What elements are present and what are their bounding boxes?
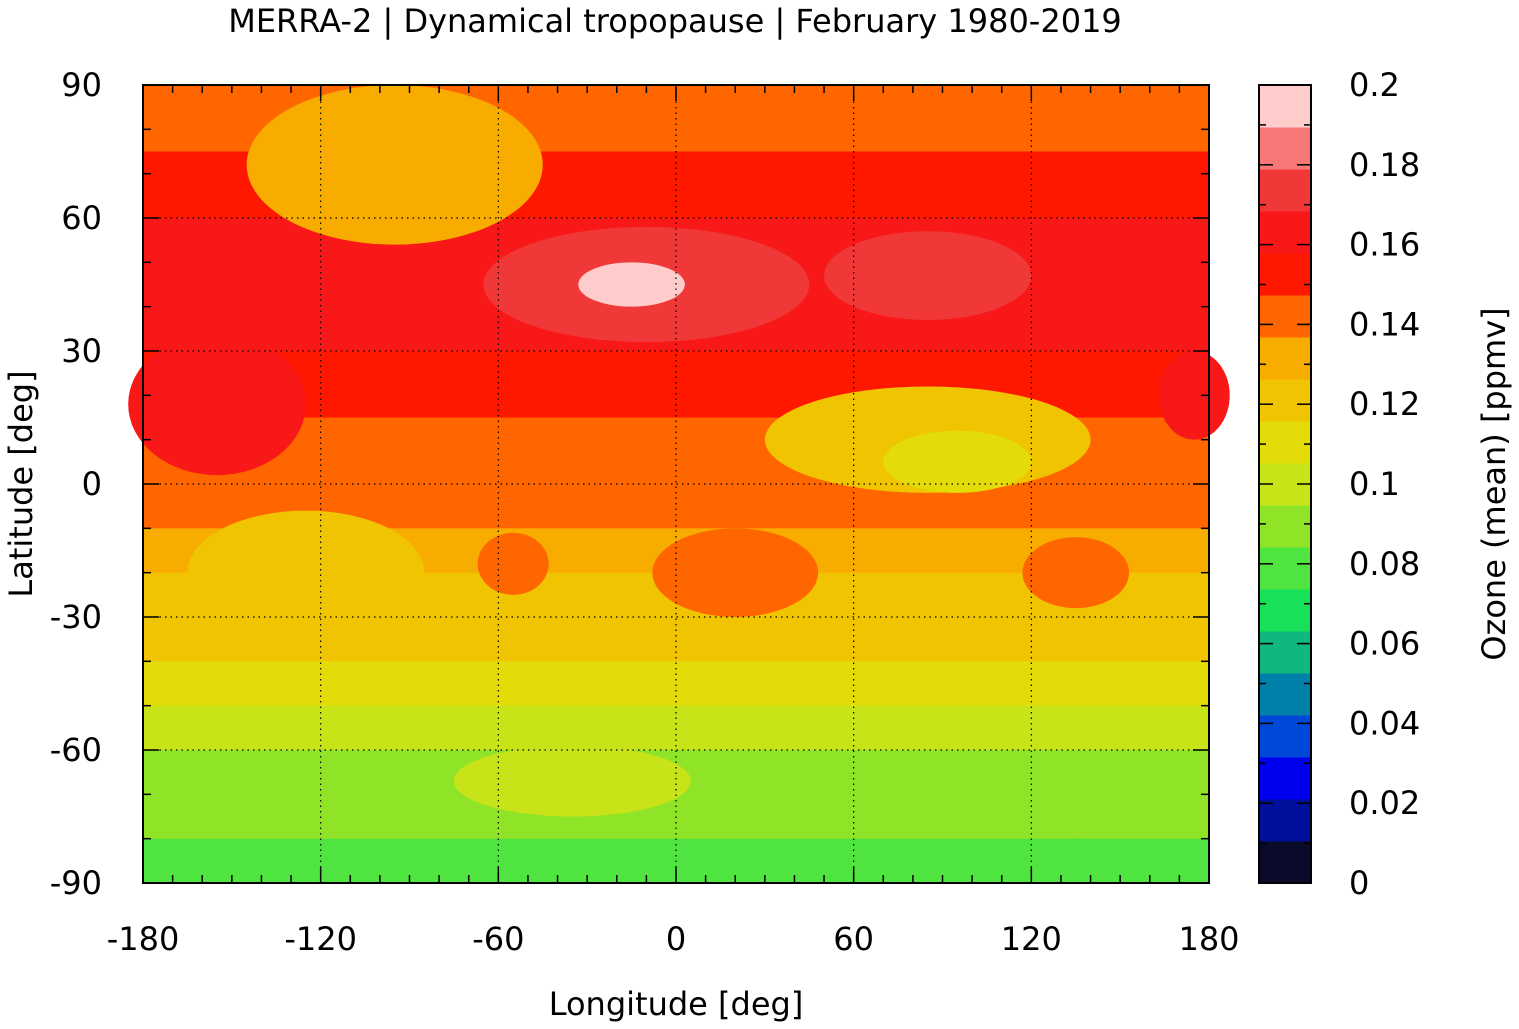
x-tick-labels: -180 -120 -60 0 60 120 180	[107, 920, 1240, 958]
colorbar-segment	[1259, 757, 1311, 800]
ozone-anomaly	[652, 528, 819, 618]
x-tick-label: 120	[1001, 920, 1062, 958]
colorbar-tick-label: 0.04	[1349, 704, 1420, 742]
colorbar-tick-label: 0	[1349, 864, 1369, 902]
colorbar-segment	[1259, 253, 1311, 296]
map-area	[128, 85, 1230, 884]
colorbar-tick-label: 0.02	[1349, 784, 1420, 822]
colorbar-segment	[1259, 337, 1311, 380]
y-tick-label: -60	[50, 731, 102, 769]
y-axis-label: Latitude [deg]	[2, 370, 40, 597]
colorbar	[1259, 84, 1311, 884]
ozone-anomaly	[477, 532, 549, 595]
colorbar-segment	[1259, 505, 1311, 548]
colorbar-segment	[1259, 841, 1311, 884]
y-tick-label: -90	[50, 864, 102, 902]
x-tick-label: 0	[666, 920, 686, 958]
ozone-anomaly	[883, 430, 1032, 493]
colorbar-tick-label: 0.06	[1349, 625, 1420, 663]
ozone-anomaly	[1158, 351, 1230, 440]
axis-ticks	[142, 84, 1210, 884]
ozone-anomaly	[578, 262, 685, 307]
grid-lines	[143, 85, 1209, 883]
y-tick-label: 0	[82, 465, 102, 503]
ozone-anomaly	[187, 510, 425, 635]
colorbar-tick-labels: 0 0.02 0.04 0.06 0.08 0.1 0.12 0.14 0.16 0.18 0.2	[1349, 66, 1420, 902]
colorbar-tick-label: 0.2	[1349, 66, 1400, 104]
colorbar-segment	[1259, 169, 1311, 212]
colorbar-segment	[1259, 379, 1311, 422]
y-tick-label: 30	[61, 332, 102, 370]
colorbar-frame	[1258, 84, 1312, 884]
x-tick-label: 60	[833, 920, 874, 958]
colorbar-tick-label: 0.14	[1349, 305, 1420, 343]
colorbar-segment	[1259, 715, 1311, 758]
colorbar-segment	[1259, 799, 1311, 842]
colorbar-segment	[1259, 673, 1311, 716]
y-tick-label: 60	[61, 199, 102, 237]
ozone-anomaly	[824, 231, 1032, 320]
ozone-anomaly	[1052, 838, 1100, 857]
chart-title: MERRA-2 | Dynamical tropopause | Februar…	[228, 2, 1122, 40]
colorbar-segment	[1259, 211, 1311, 254]
colorbar-tick-label: 0.1	[1349, 465, 1400, 503]
colorbar-tick-label: 0.08	[1349, 545, 1420, 583]
colorbar-segment	[1259, 631, 1311, 674]
x-tick-label: 180	[1178, 920, 1239, 958]
colorbar-segment	[1259, 295, 1311, 338]
x-tick-label: -120	[284, 920, 357, 958]
colorbar-segment	[1259, 589, 1311, 632]
ozone-anomaly	[1022, 537, 1130, 609]
colorbar-segment	[1259, 85, 1311, 128]
y-tick-labels: 90 60 30 0 -30 -60 -90	[50, 66, 102, 902]
colorbar-label: Ozone (mean) [ppmv]	[1475, 307, 1513, 660]
ozone-anomaly	[246, 85, 543, 245]
ozone-anomaly	[128, 333, 306, 476]
y-tick-label: 90	[61, 66, 102, 104]
colorbar-tick-label: 0.18	[1349, 146, 1420, 184]
x-tick-label: -60	[472, 920, 524, 958]
x-tick-label: -180	[107, 920, 180, 958]
x-axis-label: Longitude [deg]	[549, 985, 804, 1023]
colorbar-segment	[1259, 127, 1311, 170]
colorbar-tick-label: 0.16	[1349, 226, 1420, 264]
ozone-anomaly	[166, 218, 357, 325]
colorbar-segment	[1259, 547, 1311, 590]
ozone-anomaly	[453, 745, 691, 817]
colorbar-tick-label: 0.12	[1349, 385, 1420, 423]
colorbar-segment	[1259, 421, 1311, 464]
y-tick-label: -30	[50, 598, 102, 636]
